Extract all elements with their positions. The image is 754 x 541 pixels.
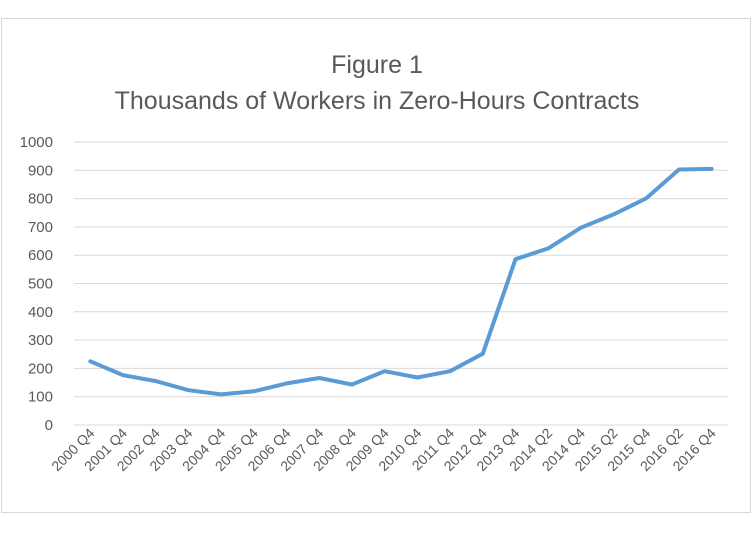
y-tick-label: 1000 bbox=[20, 134, 53, 151]
chart-frame bbox=[1, 18, 751, 513]
chart-title: Figure 1 bbox=[331, 51, 423, 79]
y-tick-label: 300 bbox=[28, 332, 53, 349]
y-tick-label: 200 bbox=[28, 360, 53, 377]
y-tick-label: 700 bbox=[28, 219, 53, 236]
y-tick-label: 900 bbox=[28, 162, 53, 179]
y-tick-label: 100 bbox=[28, 389, 53, 406]
y-tick-label: 500 bbox=[28, 276, 53, 293]
y-axis-ticks: 0 100 200 300 400 500 600 700 800 900 1000 bbox=[20, 134, 53, 434]
y-tick-label: 600 bbox=[28, 247, 53, 264]
chart-subtitle: Thousands of Workers in Zero-Hours Contr… bbox=[115, 87, 640, 115]
y-tick-label: 0 bbox=[45, 417, 53, 434]
series-line bbox=[88, 166, 714, 397]
y-tick-label: 800 bbox=[28, 191, 53, 208]
y-tick-label: 400 bbox=[28, 304, 53, 321]
gridlines bbox=[74, 141, 728, 426]
